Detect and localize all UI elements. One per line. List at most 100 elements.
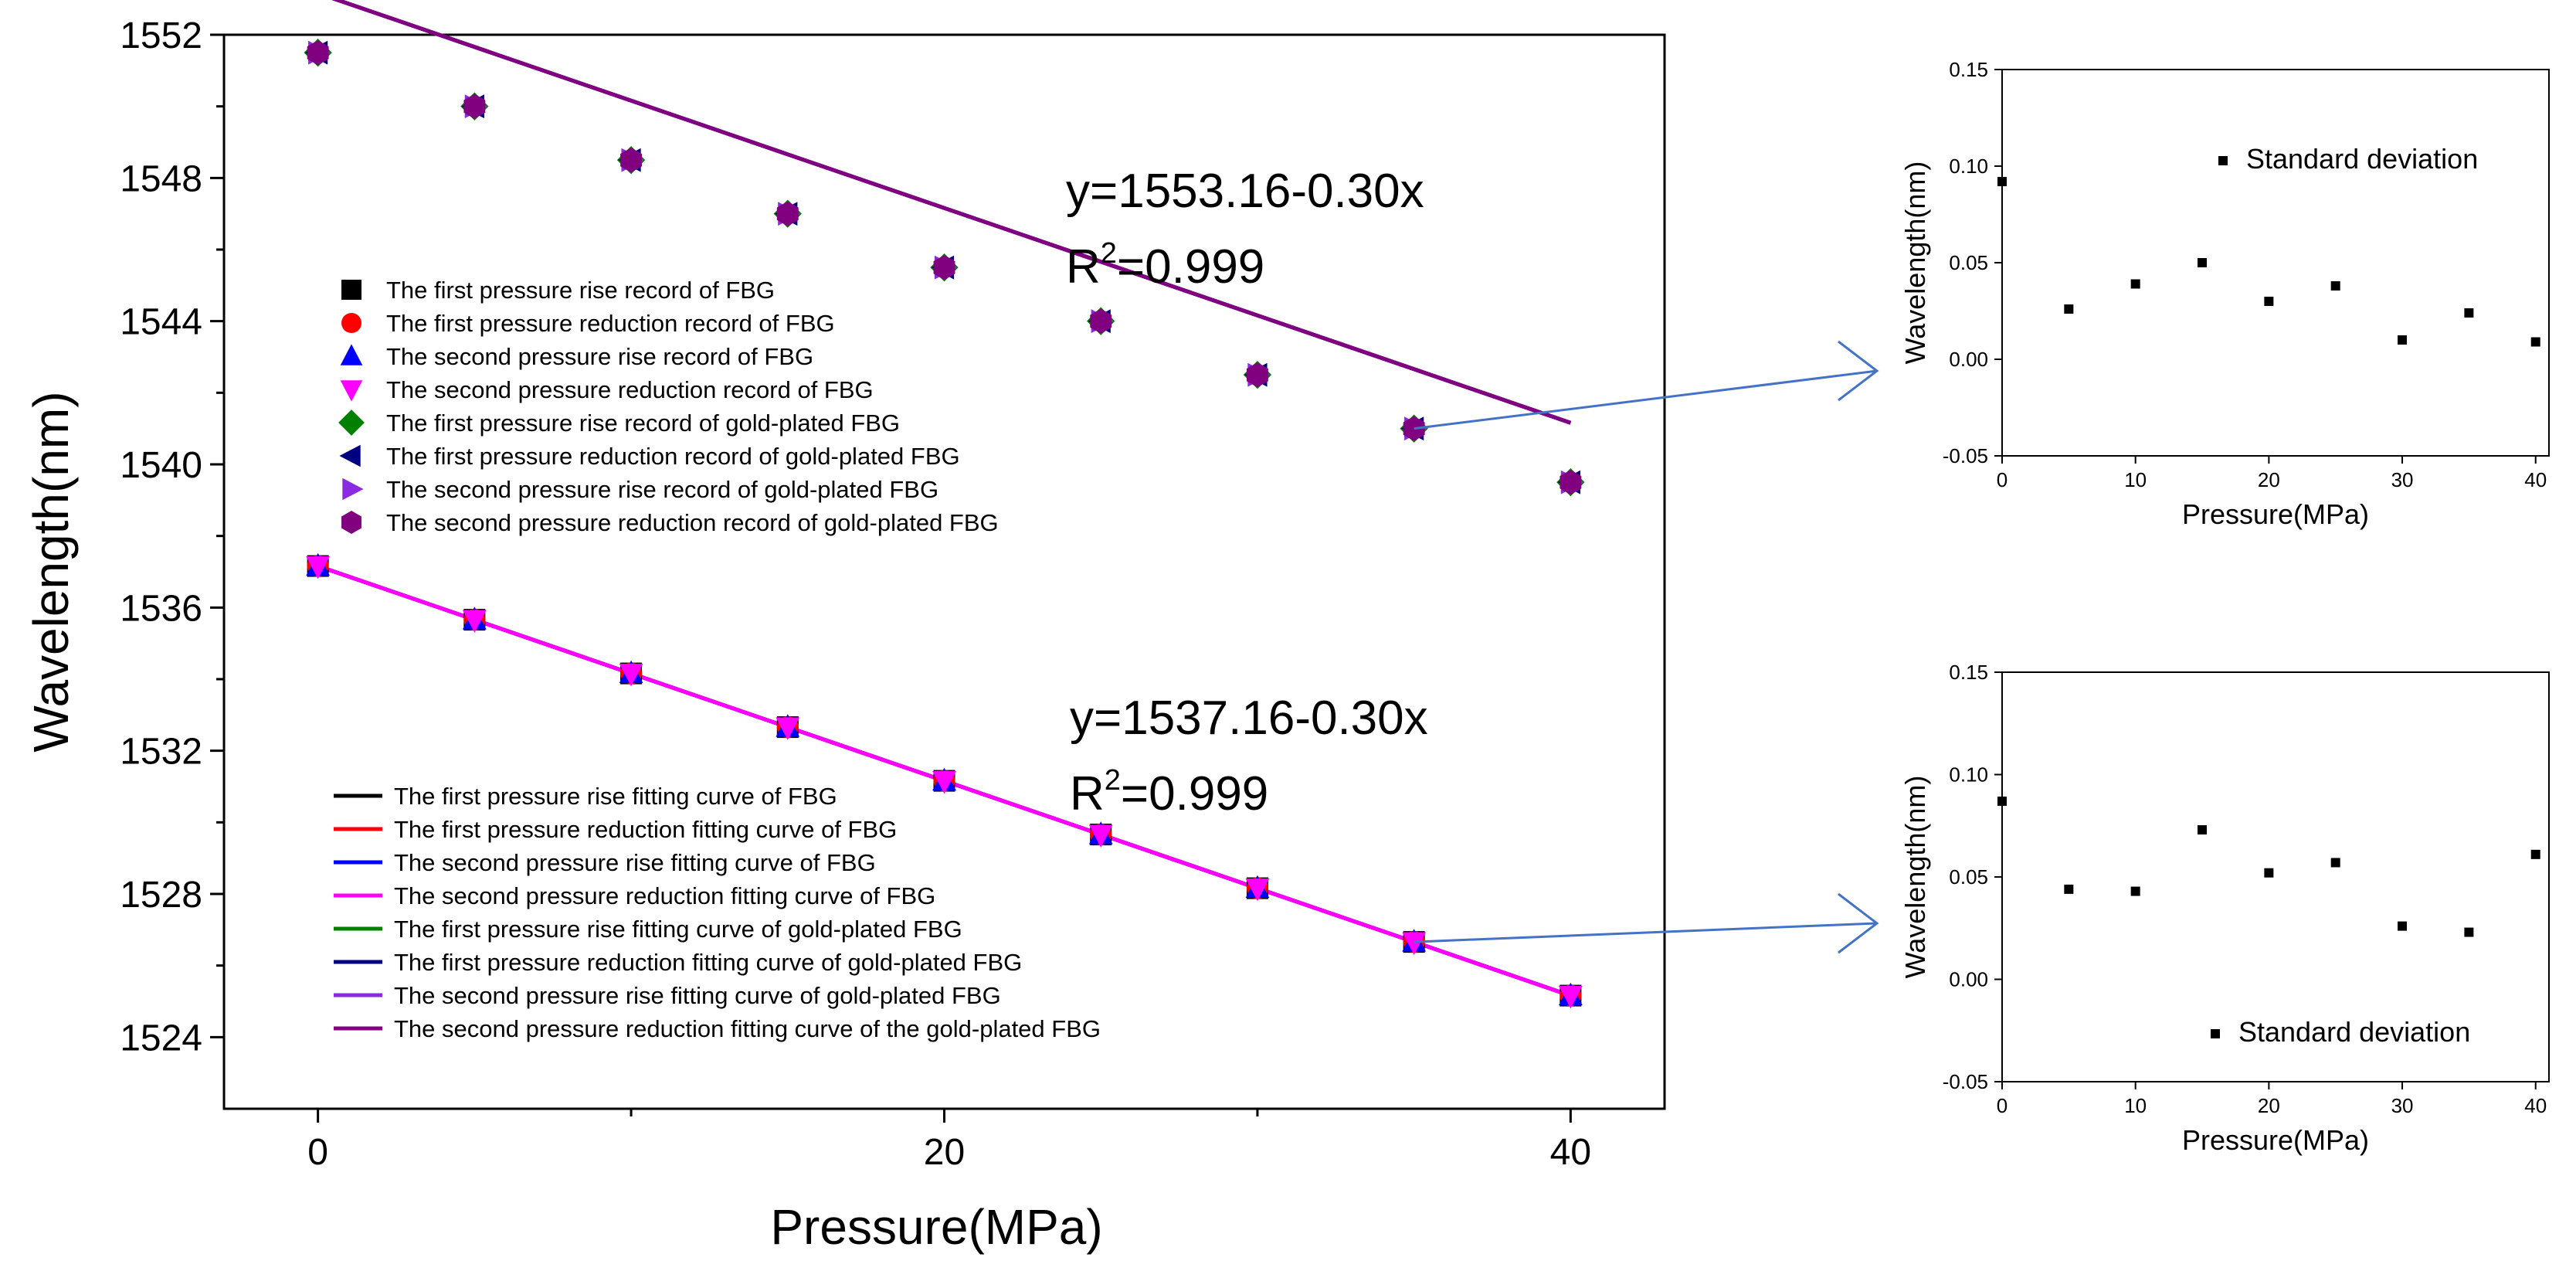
inset-data-point (1997, 796, 2007, 806)
link-arrows (1414, 340, 1879, 954)
inset-legend: Standard deviation (2211, 1016, 2470, 1048)
x-tick-label: 40 (1550, 1132, 1591, 1173)
inset-y-tick-label: 0.05 (1949, 251, 1988, 274)
inset-x-tick-label: 0 (1997, 1094, 2008, 1117)
legend-marker-icon (341, 511, 361, 534)
inset-x-tick-label: 30 (2391, 1094, 2414, 1117)
inset-y-tick-label: -0.05 (1943, 444, 1988, 467)
legend-marker-label: The second pressure rise record of FBG (386, 343, 813, 370)
inset-data-point (2198, 258, 2208, 267)
legend-marker-label: The first pressure reduction record of g… (386, 443, 960, 470)
y-tick-label: 1524 (120, 1018, 202, 1059)
link-arrow-line (1414, 369, 1878, 430)
legend-lines: The first pressure rise fitting curve of… (334, 783, 1101, 1042)
legend-marker-icon (340, 380, 363, 402)
legend-marker-label: The second pressure reduction record of … (386, 509, 999, 536)
legend-marker-label: The first pressure rise record of FBG (386, 277, 775, 304)
x-tick-label: 20 (924, 1132, 965, 1173)
legend-line-label: The second pressure rise fitting curve o… (394, 982, 1001, 1009)
inset-y-tick-label: 0.00 (1949, 968, 1988, 991)
inset-data-point (2264, 868, 2274, 878)
inset-x-tick-label: 20 (2258, 1094, 2280, 1117)
inset-x-tick-label: 0 (1997, 468, 2008, 491)
data-point-s7-p5 (1090, 308, 1112, 334)
inset-legend: Standard deviation (2218, 143, 2478, 175)
y-tick-label: 1548 (120, 158, 202, 199)
inset-data-point (2330, 858, 2340, 868)
x-axis-label: Pressure(MPa) (770, 1199, 1102, 1255)
data-point-s3-p0 (306, 556, 331, 579)
inset-data-point (1997, 177, 2007, 186)
legend-line-label: The first pressure reduction fitting cur… (394, 816, 897, 843)
legend-marker-icon (340, 344, 363, 365)
inset-x-axis-label: Pressure(MPa) (2182, 1124, 2369, 1156)
inset-y-tick-label: 0.10 (1949, 155, 1988, 178)
data-point-s3-p4 (932, 770, 956, 794)
inset-data-point (2130, 886, 2140, 896)
data-point-s3-p8 (1558, 985, 1583, 1009)
fit-equation: y=1553.16-0.30x (1066, 165, 1424, 218)
inset-data-point (2530, 337, 2540, 347)
inset-data-point (2330, 281, 2340, 291)
legend-marker-icon (341, 313, 361, 333)
r-squared-superscript: 2 (1101, 237, 1117, 270)
legend-line-label: The first pressure rise fitting curve of… (394, 783, 837, 810)
fit-line-7 (331, 0, 1572, 425)
inset-frame (2001, 69, 2550, 457)
inset-y-axis-label: Wavelength(nm) (1899, 161, 1931, 365)
x-tick-label: 0 (307, 1132, 328, 1173)
inset-x-tick-label: 10 (2124, 1094, 2147, 1117)
legend-line-label: The first pressure reduction fitting cur… (394, 949, 1022, 976)
inset-data-point (2264, 297, 2274, 306)
data-point-s7-p0 (307, 40, 329, 66)
inset-y-tick-label: -0.05 (1943, 1070, 1988, 1093)
inset-y-tick-label: 0.10 (1949, 763, 1988, 787)
data-point-s7-p3 (776, 201, 799, 226)
data-point-s7-p6 (1246, 362, 1268, 388)
r-squared-prefix: R (1070, 767, 1105, 821)
legend-marker-label: The first pressure reduction record of F… (386, 310, 835, 337)
link-arrow-head (1838, 340, 1879, 402)
inset-data-point (2198, 825, 2208, 835)
legend-markers: The first pressure rise record of FBG The… (338, 277, 999, 536)
inset-y-axis-label: Wavelength(nm) (1899, 776, 1931, 979)
inset-x-tick-label: 40 (2524, 468, 2547, 491)
inset-data-point (2064, 884, 2074, 894)
legend-marker-icon (341, 280, 361, 300)
link-arrow-line (1414, 922, 1878, 943)
r-squared-superscript: 2 (1105, 764, 1121, 797)
data-point-s3-p2 (619, 663, 643, 687)
inset-legend-marker (2211, 1029, 2220, 1038)
inset-data-point (2398, 921, 2408, 931)
inset-y-tick-label: 0.00 (1949, 348, 1988, 371)
inset-data-point (2530, 849, 2540, 859)
data-point-s3-p7 (1402, 932, 1427, 955)
inset-x-tick-label: 40 (2524, 1094, 2547, 1117)
inset-legend-label: Standard deviation (2246, 143, 2478, 175)
fit-equation: y=1537.16-0.30x (1070, 692, 1428, 745)
data-point-s7-p4 (933, 255, 955, 280)
inset-top-chart: 0 10 20 30 40 -0.05 0.00 0.05 0.10 0.15 Pressure(M… (1899, 58, 2550, 530)
data-point-s7-p8 (1560, 470, 1582, 495)
main-chart: 0 20 40 1524 1528 1532 1536 1540 1544 1548 1552 Pre… (23, 0, 1666, 1255)
inset-x-tick-label: 10 (2124, 468, 2147, 491)
legend-marker-icon (342, 477, 364, 501)
legend-line-label: The second pressure reduction fitting cu… (394, 882, 935, 909)
y-tick-label: 1536 (120, 588, 202, 629)
data-point-s3-p5 (1088, 824, 1113, 848)
legend-line-label: The second pressure rise fitting curve o… (394, 849, 876, 876)
inset-data-point (2130, 279, 2140, 289)
y-tick-label: 1540 (120, 445, 202, 486)
inset-x-tick-label: 30 (2391, 468, 2414, 491)
inset-legend-label: Standard deviation (2238, 1016, 2470, 1048)
data-point-s3-p3 (776, 717, 800, 740)
y-axis-label: Wavelength(nm) (23, 391, 79, 752)
inset-x-tick-label: 20 (2258, 468, 2280, 491)
legend-line-label: The first pressure rise fitting curve of… (394, 916, 962, 943)
inset-y-tick-label: 0.05 (1949, 865, 1988, 889)
y-tick-label: 1532 (120, 732, 202, 773)
data-point-s3-p1 (462, 610, 487, 633)
data-point-s3-p6 (1245, 878, 1270, 902)
inset-data-point (2464, 308, 2474, 318)
